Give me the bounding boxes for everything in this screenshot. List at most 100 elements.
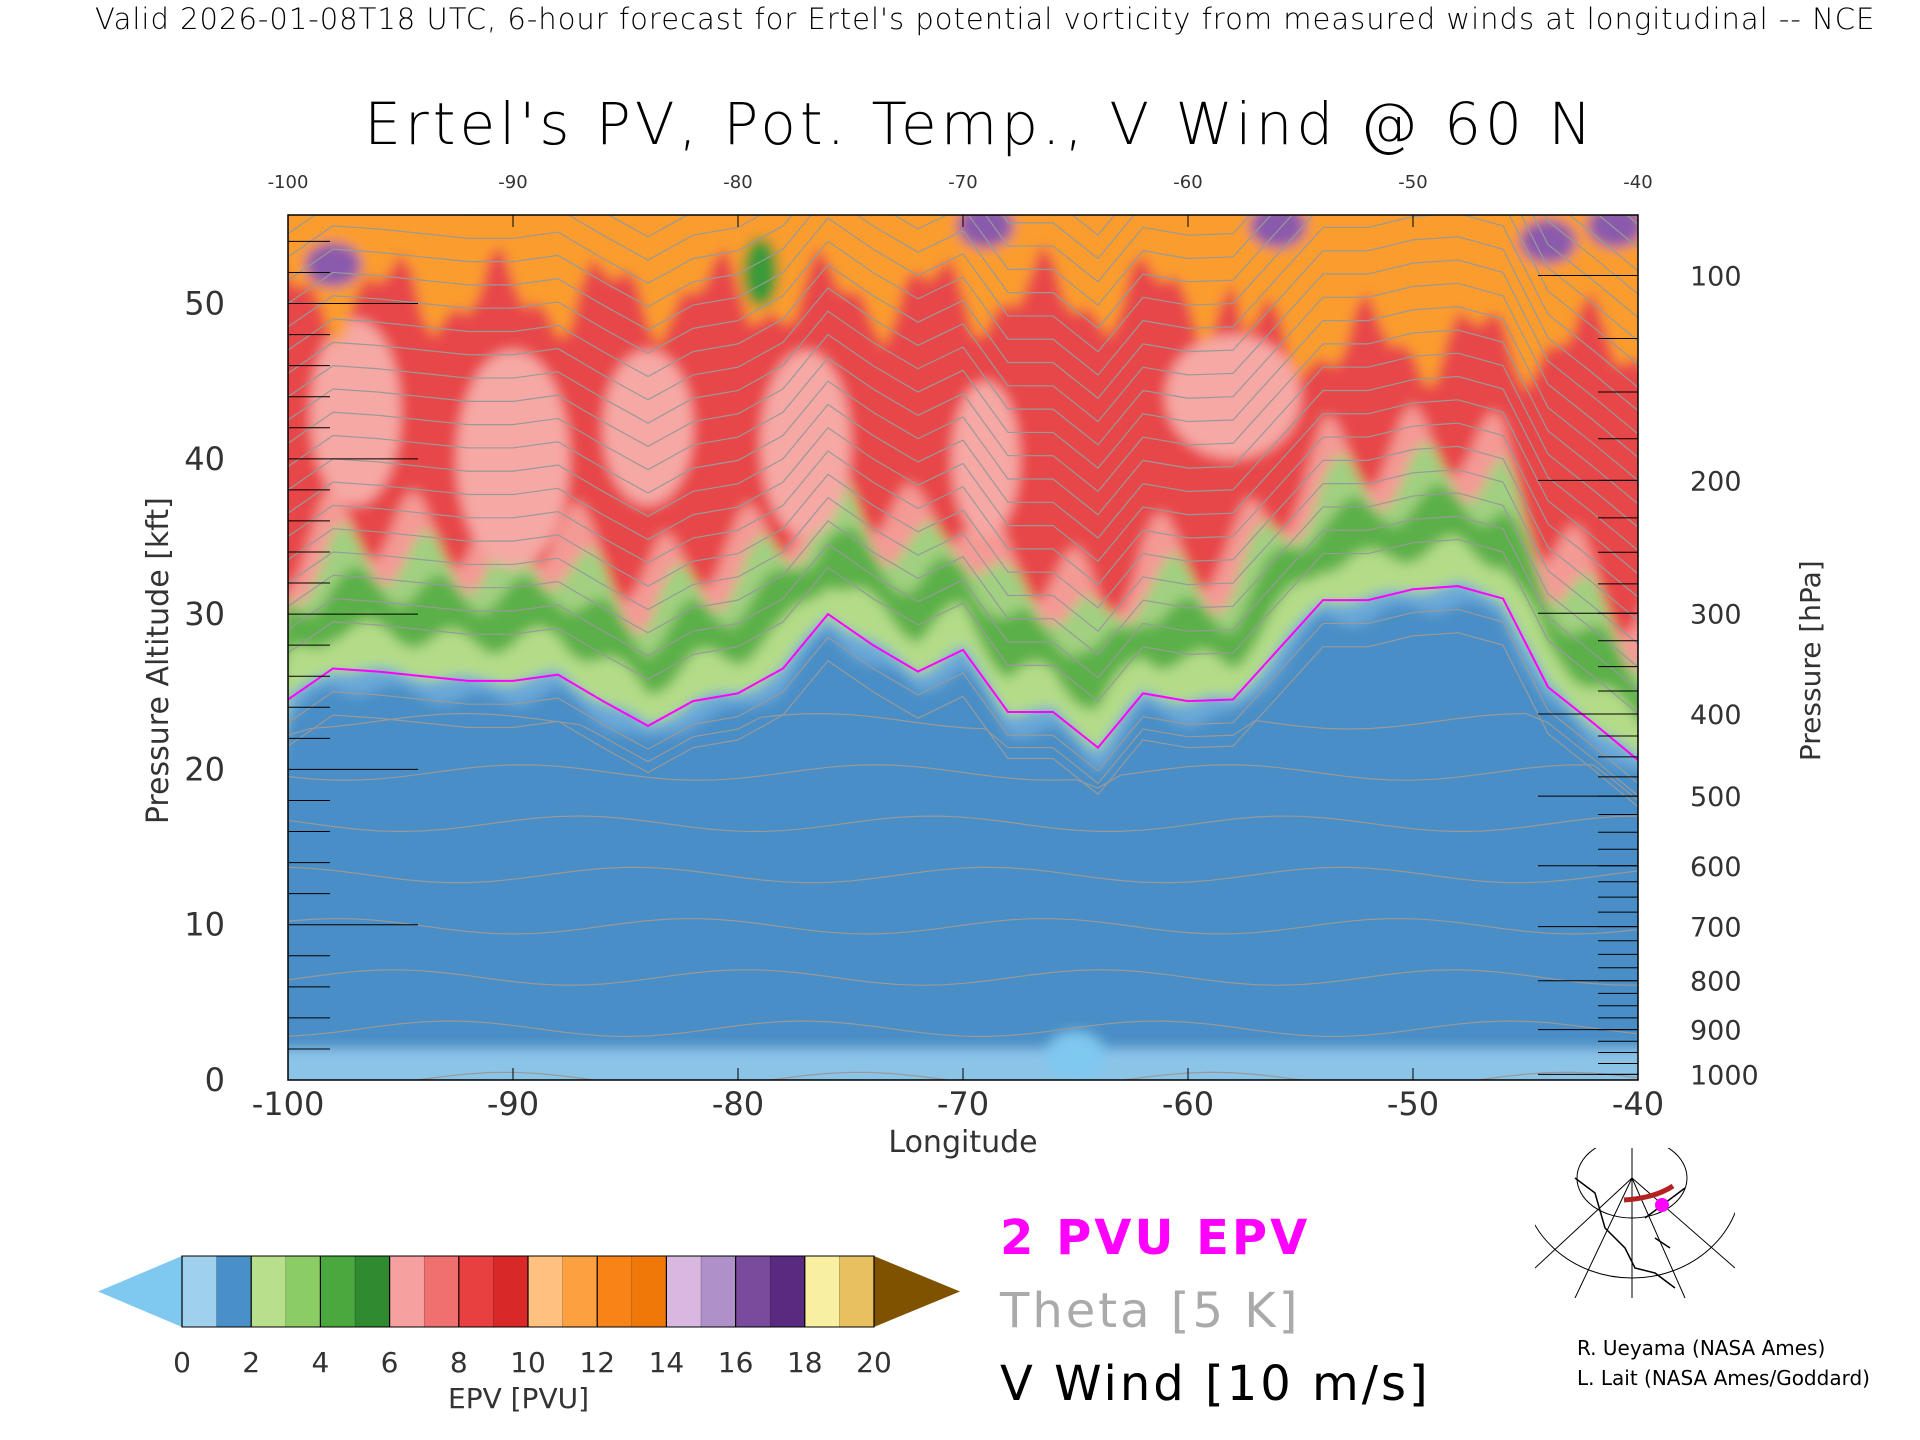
axes: -100 -100 -90 -90 -80 -80 -70 -70 -60 -60 -50 -50 -4… xyxy=(141,172,1827,1160)
epv-patch-purple xyxy=(1587,215,1638,248)
epv-patch xyxy=(951,381,1020,537)
theta-contour xyxy=(288,375,1638,551)
theta-contour xyxy=(288,815,1638,833)
theta-contour xyxy=(288,764,1638,801)
theta-contour xyxy=(288,515,1638,691)
legend-theta: Theta [5 K] xyxy=(1000,1283,1301,1339)
colorbar-swatch xyxy=(770,1256,806,1327)
colorbar-swatch xyxy=(355,1256,391,1327)
y-tick-label: 40 xyxy=(184,440,225,478)
colorbar-under-triangle xyxy=(98,1256,182,1327)
colorbar-over-triangle xyxy=(874,1256,960,1327)
theta-contour xyxy=(288,215,1638,365)
epv-patch-purple xyxy=(305,242,361,287)
colorbar-tick-label: 0 xyxy=(173,1346,191,1379)
x-tick-label: -100 xyxy=(252,1085,325,1123)
colorbar-swatch xyxy=(839,1256,875,1327)
colorbar-swatch xyxy=(216,1256,252,1327)
y-tick-label: 30 xyxy=(184,595,225,633)
theta-contour xyxy=(288,608,1638,784)
pressure-tick-label: 400 xyxy=(1690,700,1742,731)
colorbar-tick-label: 20 xyxy=(856,1346,892,1379)
pressure-tick-label: 500 xyxy=(1690,782,1742,813)
colorbar: 0 2 4 6 8 10 12 14 16 18 20 xyxy=(98,1255,960,1379)
epv-field xyxy=(288,215,1638,1080)
x-tick-label: -80 xyxy=(712,1085,764,1123)
colorbar-swatch xyxy=(631,1256,667,1327)
colorbar-tick-label: 8 xyxy=(450,1346,468,1379)
colorbar-swatch xyxy=(528,1256,564,1327)
x-tick-label: -90 xyxy=(487,1085,539,1123)
y2-axis-label: Pressure [hPa] xyxy=(1794,560,1827,761)
credit-2: L. Lait (NASA Ames/Goddard) xyxy=(1577,1366,1870,1390)
colorbar-tick-label: 10 xyxy=(510,1346,546,1379)
top-tick-label: -40 xyxy=(1623,172,1652,193)
epv-bands xyxy=(288,215,1638,1080)
top-tick-label: -60 xyxy=(1173,172,1202,193)
theta-contour xyxy=(288,0,1638,61)
section-path xyxy=(1623,1183,1675,1203)
colorbar-swatch xyxy=(182,1256,218,1327)
colorbar-swatch xyxy=(389,1256,425,1327)
colorbar-swatch xyxy=(597,1256,633,1327)
legend-2pvu-epv: 2 PVU EPV xyxy=(1000,1210,1311,1266)
colorbar-swatch xyxy=(458,1256,494,1327)
top-tick-label: -100 xyxy=(268,172,309,193)
theta-contour xyxy=(288,329,1638,505)
theta-contour xyxy=(288,236,1638,412)
colorbar-swatch xyxy=(424,1256,460,1327)
colorbar-tick-label: 6 xyxy=(381,1346,399,1379)
theta-contour xyxy=(288,306,1638,482)
pressure-tick-label: 700 xyxy=(1690,913,1742,944)
colorbar-tick-label: 2 xyxy=(242,1346,260,1379)
y-tick-label: 20 xyxy=(184,750,225,788)
top-tick-label: -90 xyxy=(498,172,527,193)
theta-contour xyxy=(288,352,1638,528)
theta-contour xyxy=(288,422,1638,598)
x-axis-label: Longitude xyxy=(888,1125,1037,1160)
epv-patch xyxy=(603,350,693,506)
epv-patch-purple xyxy=(1250,215,1306,248)
colorbar-swatch xyxy=(285,1256,321,1327)
theta-contour xyxy=(288,538,1638,714)
epv-patch-green xyxy=(742,237,779,308)
theta-contour xyxy=(288,917,1638,935)
pressure-tick-label: 900 xyxy=(1690,1016,1742,1047)
theta-contour xyxy=(288,866,1638,884)
theta-contour xyxy=(288,712,1638,797)
colorbar-swatch xyxy=(562,1256,598,1327)
theta-contour xyxy=(288,632,1638,808)
theta-contour xyxy=(288,4,1638,178)
y-tick-label: 0 xyxy=(205,1061,225,1099)
x-tick-label: -40 xyxy=(1612,1085,1664,1123)
location-marker xyxy=(1655,1198,1669,1212)
colorbar-swatch xyxy=(701,1256,737,1327)
legend-v-wind: V Wind [10 m/s] xyxy=(1000,1356,1431,1412)
colorbar-tick-label: 4 xyxy=(311,1346,329,1379)
credit-1: R. Ueyama (NASA Ames) xyxy=(1577,1336,1826,1360)
epv-2pvu-line xyxy=(288,585,1638,761)
theta-contour xyxy=(288,492,1638,668)
locator-map xyxy=(1535,1148,1735,1298)
theta-contour xyxy=(288,0,1638,38)
theta-contour xyxy=(288,399,1638,575)
top-tick-label: -50 xyxy=(1398,172,1427,193)
colorbar-swatch xyxy=(735,1256,771,1327)
colorbar-tick-label: 16 xyxy=(718,1346,754,1379)
x-tick-label: -50 xyxy=(1387,1085,1439,1123)
pressure-tick-label: 200 xyxy=(1690,466,1742,497)
pressure-tick-label: 600 xyxy=(1690,852,1742,883)
theta-contour xyxy=(288,282,1638,458)
pressure-tick-label: 300 xyxy=(1690,599,1742,630)
epv-patch xyxy=(760,350,851,537)
theta-contours xyxy=(288,0,1638,1080)
colorbar-swatch xyxy=(493,1256,529,1327)
colorbar-swatch xyxy=(320,1256,356,1327)
theta-contour xyxy=(288,215,1638,342)
colorbar-tick-label: 18 xyxy=(787,1346,823,1379)
theta-contour xyxy=(288,445,1638,621)
colorbar-tick-label: 14 xyxy=(649,1346,685,1379)
top-tick-label: -70 xyxy=(948,172,977,193)
pressure-tick-label: 1000 xyxy=(1690,1060,1759,1091)
